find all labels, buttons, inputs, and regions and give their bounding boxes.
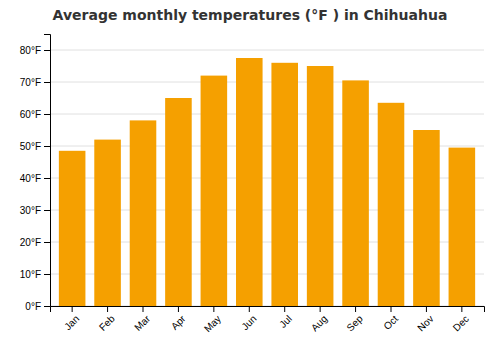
x-tick-mark	[355, 306, 356, 312]
x-tick-label: Aug	[309, 313, 329, 333]
y-tick-label: 80°F	[20, 45, 41, 56]
plot-area: 0°F 10°F 20°F 30°F 40°F 50°F 60°F 70°F 80°F Jan Fe…	[20, 35, 485, 335]
y-tick-label: 0°F	[25, 301, 41, 312]
y-tick-mark	[44, 274, 50, 275]
bar	[201, 76, 228, 306]
x-tick-label: Apr	[169, 313, 188, 332]
y-tick-mark	[44, 210, 50, 211]
grid-line	[50, 114, 484, 115]
x-tick-mark	[178, 306, 179, 312]
x-tick: Feb	[97, 306, 117, 333]
y-tick-mark	[44, 306, 50, 307]
x-tick: Sep	[344, 306, 365, 333]
x-tick: Aug	[309, 306, 329, 333]
title: Average monthly temperatures (°F ) in Ch…	[53, 7, 448, 23]
x-tick-label: Nov	[415, 313, 435, 333]
bar	[130, 120, 157, 306]
y-tick-mark	[44, 242, 50, 243]
y-tick-label: 50°F	[20, 141, 41, 152]
x-tick: May	[202, 306, 223, 334]
y-tick: 20°F	[20, 237, 50, 248]
x-axis: Jan Feb Mar Apr May Jun Jul Aug Sep Oct Nov Dec	[51, 306, 485, 334]
x-tick-mark	[284, 306, 285, 312]
y-tick-label: 20°F	[20, 237, 41, 248]
x-tick-label: Mar	[132, 313, 152, 333]
bar	[94, 140, 121, 306]
bar	[413, 130, 440, 306]
x-tick-mark	[213, 306, 214, 312]
bar	[342, 80, 369, 306]
x-tick: Oct	[381, 306, 400, 332]
bar	[236, 58, 263, 306]
y-tick: 70°F	[20, 77, 50, 88]
x-tick-mark	[143, 306, 144, 312]
bar	[59, 151, 86, 306]
grid-line	[50, 50, 484, 51]
x-axis-line	[51, 307, 485, 313]
x-tick: Apr	[169, 306, 188, 332]
x-tick-mark	[249, 306, 250, 312]
bars	[59, 58, 475, 306]
x-tick: Mar	[132, 306, 152, 333]
x-tick-label: Jul	[277, 313, 294, 330]
y-tick-label: 70°F	[20, 77, 41, 88]
y-tick-mark	[44, 178, 50, 179]
x-tick-mark	[426, 306, 427, 312]
bar	[165, 98, 192, 306]
bar	[378, 103, 405, 306]
y-tick: 30°F	[20, 205, 50, 216]
y-tick-mark	[44, 114, 50, 115]
y-axis: 0°F 10°F 20°F 30°F 40°F 50°F 60°F 70°F 80°F	[20, 35, 51, 312]
y-tick-label: 40°F	[20, 173, 41, 184]
x-tick: Jan	[62, 306, 81, 332]
y-tick: 10°F	[20, 269, 50, 280]
y-axis-line	[44, 35, 51, 307]
y-tick-label: 60°F	[20, 109, 41, 120]
chart-svg: 0°F 10°F 20°F 30°F 40°F 50°F 60°F 70°F 80°F Jan Fe…	[0, 0, 500, 350]
x-tick-label: Jan	[62, 313, 81, 332]
y-tick: 80°F	[20, 45, 50, 56]
x-tick-label: May	[202, 313, 223, 334]
y-tick-mark	[44, 50, 50, 51]
x-tick: Jun	[239, 306, 258, 332]
y-tick-mark	[44, 146, 50, 147]
bar	[307, 66, 334, 306]
y-tick: 0°F	[25, 301, 50, 312]
x-tick-mark	[320, 306, 321, 312]
x-tick-label: Dec	[451, 313, 471, 333]
y-tick: 50°F	[20, 141, 50, 152]
x-tick: Jul	[277, 306, 294, 330]
y-tick-label: 30°F	[20, 205, 41, 216]
grid-line	[50, 82, 484, 83]
x-tick-mark	[391, 306, 392, 312]
x-tick-mark	[72, 306, 73, 312]
bar	[449, 148, 476, 306]
y-tick: 40°F	[20, 173, 50, 184]
x-tick-label: Feb	[97, 313, 117, 333]
x-tick-label: Sep	[344, 313, 365, 334]
grid	[50, 50, 484, 306]
x-tick: Nov	[415, 306, 435, 333]
x-tick-label: Jun	[239, 313, 258, 332]
y-tick-mark	[44, 82, 50, 83]
bar	[271, 63, 298, 306]
x-tick-mark	[461, 306, 462, 312]
y-tick: 60°F	[20, 109, 50, 120]
x-tick: Dec	[451, 306, 471, 333]
x-tick-mark	[107, 306, 108, 312]
x-tick-label: Oct	[381, 313, 400, 332]
y-tick-label: 10°F	[20, 269, 41, 280]
chart-container: 0°F 10°F 20°F 30°F 40°F 50°F 60°F 70°F 80°F Jan Fe…	[0, 0, 500, 350]
